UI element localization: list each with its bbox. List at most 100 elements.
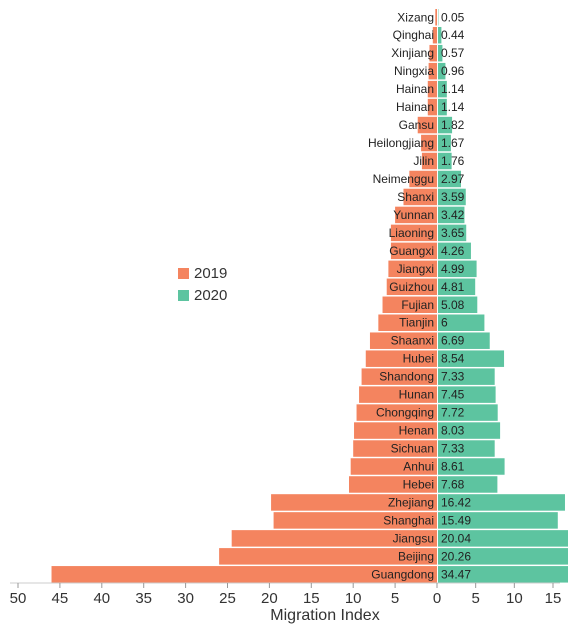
tick-label-5: 25 bbox=[219, 590, 236, 607]
value-label-4: 1.14 bbox=[441, 82, 465, 96]
value-label-0: 0.05 bbox=[441, 10, 465, 24]
value-label-19: 8.54 bbox=[441, 352, 465, 366]
bar-2020-13 bbox=[438, 242, 471, 260]
bar-2019-8 bbox=[421, 152, 437, 170]
tick-label-9: 5 bbox=[391, 590, 399, 607]
value-label-16: 5.08 bbox=[441, 298, 465, 312]
bar-2020-1 bbox=[438, 26, 442, 44]
bar-2019-23 bbox=[354, 422, 437, 439]
bar-2020-16 bbox=[438, 296, 478, 314]
value-label-5: 1.14 bbox=[441, 100, 465, 114]
category-label-15: Guizhou bbox=[389, 280, 434, 294]
bar-2020-25 bbox=[438, 458, 505, 475]
category-label-5: Hainan bbox=[396, 100, 434, 114]
value-label-14: 4.99 bbox=[441, 262, 465, 276]
bar-2020-31 bbox=[438, 566, 568, 583]
bar-2020-22 bbox=[438, 404, 498, 421]
category-label-30: Beijing bbox=[398, 549, 434, 563]
bar-2019-15 bbox=[386, 278, 437, 296]
x-axis-ticks: 50 45 40 35 30 25 20 15 10 5 0 5 10 15 bbox=[10, 583, 561, 607]
value-label-31: 34.47 bbox=[441, 567, 471, 581]
value-label-27: 16.42 bbox=[441, 495, 471, 509]
value-label-3: 0.96 bbox=[441, 64, 465, 78]
category-labels: Xizang Qinghai Xinjiang Ningxia Hainan Hainan… bbox=[368, 10, 434, 581]
value-label-17: 6 bbox=[441, 316, 448, 330]
bar-2020-7 bbox=[438, 134, 451, 152]
category-label-11: Yunnan bbox=[393, 208, 434, 222]
category-label-16: Fujian bbox=[401, 298, 434, 312]
series-2019-bars bbox=[51, 9, 438, 583]
category-label-12: Liaoning bbox=[389, 226, 434, 240]
category-label-17: Tianjin bbox=[399, 316, 434, 330]
category-label-14: Jiangxi bbox=[397, 262, 434, 276]
bar-2020-9 bbox=[438, 170, 461, 188]
bar-2019-19 bbox=[365, 350, 437, 367]
bar-2019-11 bbox=[395, 206, 437, 224]
value-label-26: 7.68 bbox=[441, 477, 465, 491]
category-label-29: Jiangsu bbox=[393, 531, 434, 545]
bar-2019-18 bbox=[369, 332, 437, 349]
bar-2019-1 bbox=[432, 26, 437, 44]
value-label-30: 20.26 bbox=[441, 549, 471, 563]
bar-2020-2 bbox=[438, 44, 443, 62]
bar-2020-3 bbox=[438, 62, 446, 80]
category-label-26: Hebei bbox=[403, 477, 434, 491]
bar-2020-10 bbox=[438, 188, 466, 206]
bar-2020-4 bbox=[438, 80, 447, 98]
value-label-10: 3.59 bbox=[441, 190, 465, 204]
bar-2019-13 bbox=[390, 242, 437, 260]
value-label-12: 3.65 bbox=[441, 226, 465, 240]
bar-2019-24 bbox=[353, 440, 437, 457]
category-label-6: Gansu bbox=[399, 118, 434, 132]
category-label-7: Heilongjiang bbox=[368, 136, 434, 150]
category-label-8: Jilin bbox=[413, 154, 434, 168]
legend-label-2019: 2019 bbox=[194, 264, 228, 282]
value-label-21: 7.45 bbox=[441, 388, 465, 402]
bar-2019-20 bbox=[361, 368, 437, 385]
bar-2020-18 bbox=[438, 332, 490, 349]
bar-2020-12 bbox=[438, 224, 467, 242]
tick-label-6: 20 bbox=[261, 590, 278, 607]
bar-2020-29 bbox=[438, 530, 568, 547]
category-label-4: Hainan bbox=[396, 82, 434, 96]
bar-2020-20 bbox=[438, 368, 495, 385]
bar-2019-7 bbox=[421, 134, 437, 152]
category-label-19: Hubei bbox=[403, 352, 434, 366]
bar-2019-6 bbox=[417, 116, 437, 134]
value-label-29: 20.04 bbox=[441, 531, 471, 545]
value-label-24: 7.33 bbox=[441, 442, 465, 456]
bar-2019-12 bbox=[390, 224, 437, 242]
bar-2020-23 bbox=[438, 422, 501, 439]
value-label-11: 3.42 bbox=[441, 208, 465, 222]
bar-2019-17 bbox=[378, 314, 437, 331]
value-label-23: 8.03 bbox=[441, 424, 465, 438]
bar-2020-15 bbox=[438, 278, 476, 296]
legend-swatch-2020 bbox=[178, 289, 189, 301]
category-label-24: Sichuan bbox=[391, 442, 434, 456]
category-label-3: Ningxia bbox=[394, 64, 434, 78]
category-label-28: Shanghai bbox=[383, 513, 434, 527]
bar-2020-26 bbox=[438, 476, 498, 493]
bar-2020-11 bbox=[438, 206, 465, 224]
category-label-2: Xinjiang bbox=[391, 46, 434, 60]
x-axis-title: Migration Index bbox=[270, 607, 379, 624]
bar-2020-27 bbox=[438, 494, 565, 511]
tick-label-3: 35 bbox=[135, 590, 152, 607]
tick-label-7: 15 bbox=[303, 590, 320, 607]
bar-2019-26 bbox=[349, 476, 437, 493]
tick-label-4: 30 bbox=[177, 590, 194, 607]
legend: 2019 2020 bbox=[178, 262, 227, 306]
category-label-1: Qinghai bbox=[393, 28, 434, 42]
bar-2020-21 bbox=[438, 386, 496, 403]
bar-2019-10 bbox=[403, 188, 437, 206]
bar-2019-9 bbox=[409, 170, 437, 188]
category-label-21: Hunan bbox=[399, 388, 434, 402]
bar-2020-5 bbox=[438, 98, 447, 116]
bar-2019-25 bbox=[350, 458, 437, 475]
value-label-20: 7.33 bbox=[441, 370, 465, 384]
value-label-8: 1.76 bbox=[441, 154, 465, 168]
bar-2019-22 bbox=[356, 404, 437, 421]
bar-2020-28 bbox=[438, 512, 558, 529]
bar-2019-5 bbox=[427, 98, 437, 116]
bar-2019-2 bbox=[429, 44, 437, 62]
